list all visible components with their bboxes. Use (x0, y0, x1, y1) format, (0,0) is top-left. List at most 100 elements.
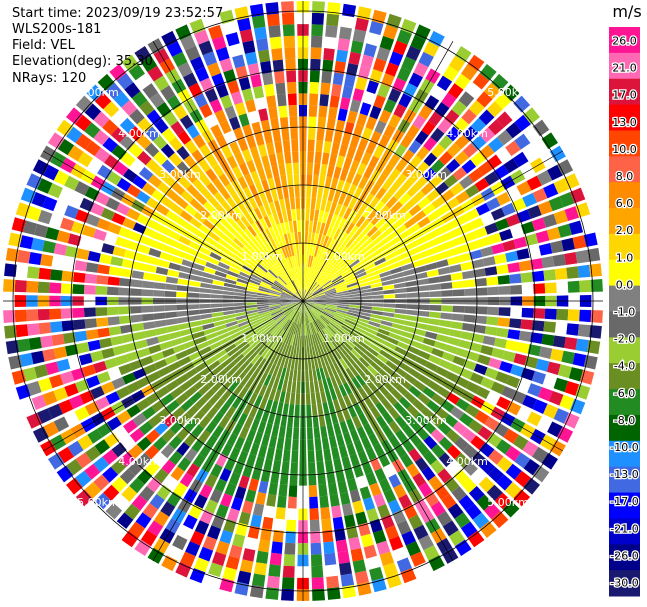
range-bin (289, 116, 298, 129)
range-bin (325, 293, 337, 297)
range-bin (358, 65, 371, 80)
range-bin (292, 301, 303, 306)
range-bin (283, 258, 290, 270)
range-bin (293, 301, 303, 309)
range-bin (356, 426, 367, 440)
range-bin (116, 386, 131, 400)
range-bin (315, 391, 322, 404)
range-bin (309, 267, 315, 280)
range-bin (566, 266, 579, 279)
range-bin (269, 267, 279, 277)
range-bin (224, 249, 237, 259)
range-bin (259, 372, 268, 385)
range-bin (94, 92, 112, 110)
range-bin (280, 296, 292, 300)
range-bin (477, 161, 493, 176)
range-bin (256, 297, 269, 300)
range-bin (292, 334, 297, 347)
range-bin (496, 264, 509, 275)
range-bin (235, 65, 248, 80)
range-bin (284, 245, 290, 258)
range-bin (179, 380, 193, 392)
range-bin (312, 221, 318, 233)
range-bin (373, 145, 385, 159)
range-bin (295, 267, 299, 279)
range-bin (230, 350, 242, 361)
range-bin (126, 381, 141, 394)
range-bin (198, 383, 211, 396)
range-bin (374, 217, 387, 230)
range-bin (379, 349, 392, 360)
range-bin (341, 268, 352, 277)
range-bin (303, 297, 314, 301)
range-bin (304, 243, 308, 255)
range-bin (395, 383, 408, 396)
range-bin (280, 414, 288, 427)
range-bin (407, 247, 420, 257)
range-bin (137, 117, 153, 133)
range-bin (308, 473, 317, 486)
range-bin (264, 166, 273, 180)
range-bin (179, 472, 194, 488)
range-bin (271, 424, 280, 437)
range-bin (305, 278, 310, 290)
range-bin (402, 424, 415, 438)
range-bin (325, 296, 338, 300)
range-bin (518, 260, 532, 272)
range-bin (266, 322, 277, 331)
range-bin (292, 255, 297, 268)
range-bin (116, 73, 134, 90)
range-bin (323, 309, 335, 316)
range-bin (361, 436, 372, 450)
range-bin (345, 279, 358, 286)
range-bin (543, 269, 556, 281)
colorbar-tick-label: -4.0 (614, 360, 635, 373)
range-bin (466, 351, 480, 362)
range-bin (248, 256, 259, 266)
range-bin (281, 292, 293, 298)
range-bin (260, 528, 272, 542)
range-bin (387, 406, 400, 420)
range-bin (311, 554, 323, 567)
range-bin (373, 357, 386, 368)
range-bin (458, 339, 472, 350)
range-bin (223, 314, 236, 320)
range-bin (244, 348, 256, 360)
range-bin (60, 283, 73, 294)
range-bin (133, 331, 146, 341)
range-bin (227, 347, 239, 357)
range-bin (263, 386, 272, 399)
range-bin (156, 484, 172, 500)
range-bin (316, 258, 323, 270)
range-bin (334, 386, 343, 399)
range-bin (299, 290, 303, 301)
range-bin (205, 153, 218, 168)
range-bin (245, 293, 258, 298)
range-bin (258, 311, 271, 317)
range-bin (128, 64, 145, 81)
range-bin (414, 176, 428, 190)
range-bin (393, 313, 406, 320)
range-bin (233, 383, 244, 396)
range-bin (288, 309, 296, 320)
range-bin (434, 484, 450, 500)
range-bin (193, 378, 207, 391)
range-bin (160, 444, 175, 459)
range-bin (129, 108, 145, 125)
range-bin (303, 301, 314, 305)
range-bin (186, 345, 199, 355)
range-bin (312, 588, 325, 601)
range-bin (383, 488, 397, 504)
range-bin (284, 198, 291, 211)
range-bin (155, 203, 170, 216)
range-bin (111, 442, 127, 458)
range-bin (354, 17, 369, 32)
range-bin (113, 91, 130, 108)
range-bin (234, 486, 247, 500)
range-bin (248, 336, 259, 346)
range-bin (361, 461, 373, 475)
range-bin (303, 301, 314, 306)
range-bin (175, 350, 189, 360)
range-bin (276, 277, 287, 286)
range-bin (305, 220, 309, 232)
